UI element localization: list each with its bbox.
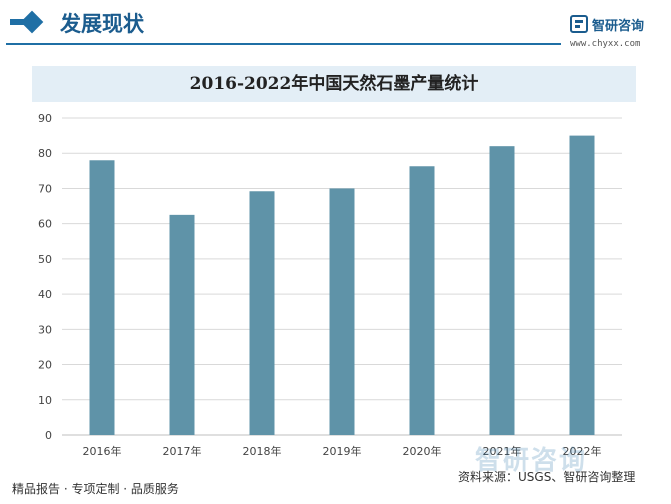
y-tick-label: 50 <box>38 253 52 266</box>
data-source: 资料来源：USGS、智研咨询整理 <box>458 470 636 484</box>
bar <box>89 160 115 435</box>
logo-url: www.chyxx.com <box>570 39 641 49</box>
bar <box>169 214 195 435</box>
title-accent-bar <box>10 19 24 25</box>
bar <box>249 191 275 435</box>
header: 发展现状 智研咨询 www.chyxx.com <box>0 0 671 50</box>
watermark-text: 智研咨询 <box>475 446 588 476</box>
x-tick-label: 2018年 <box>243 444 282 458</box>
y-tick-label: 20 <box>38 359 52 372</box>
x-tick-label: 2017年 <box>163 444 202 458</box>
y-tick-label: 30 <box>38 323 52 336</box>
y-tick-label: 40 <box>38 288 52 301</box>
chart-title-band: 2016-2022年中国天然石墨产量统计 <box>32 66 636 102</box>
header-divider <box>6 43 561 45</box>
logo-name: 智研咨询 <box>592 19 645 34</box>
section-title: 发展现状 <box>60 12 144 36</box>
bar <box>569 135 595 435</box>
chart-title: 2016-2022年中国天然石墨产量统计 <box>189 74 479 94</box>
x-tick-label: 2021年 <box>483 444 522 458</box>
bar <box>329 188 355 435</box>
y-tick-label: 0 <box>45 429 52 442</box>
x-tick-label: 2016年 <box>83 444 122 458</box>
y-tick-label: 80 <box>38 147 52 160</box>
logo-icon <box>570 15 588 33</box>
y-tick-label: 60 <box>38 218 52 231</box>
y-tick-label: 10 <box>38 394 52 407</box>
x-tick-label: 2019年 <box>323 444 362 458</box>
bar <box>489 146 515 435</box>
logo: 智研咨询 www.chyxx.com <box>570 12 665 49</box>
footer-slogan: 精品报告 · 专项定制 · 品质服务 <box>12 482 179 496</box>
x-tick-label: 2020年 <box>403 444 442 458</box>
x-tick-label: 2022年 <box>563 444 602 458</box>
y-tick-label: 90 <box>38 112 52 125</box>
bar <box>409 166 435 435</box>
y-tick-label: 70 <box>38 182 52 195</box>
watermark-logo: 智研咨询 <box>475 440 587 477</box>
